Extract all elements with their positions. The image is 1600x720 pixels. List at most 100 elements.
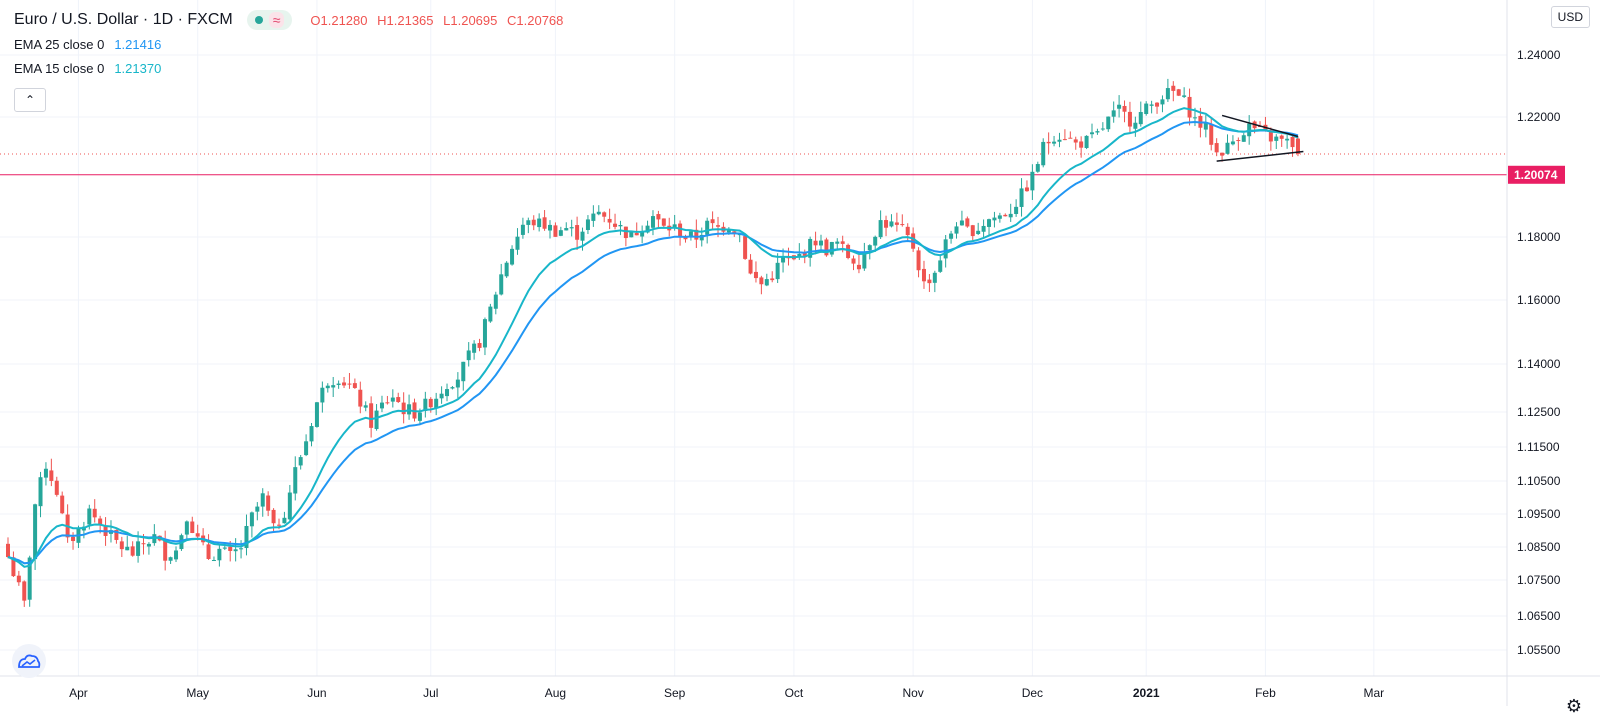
candle bbox=[992, 211, 997, 228]
symbol-row: Euro / U.S. Dollar · 1D · FXCM ≈ O1.2128… bbox=[14, 8, 569, 32]
candle-body bbox=[959, 220, 964, 226]
triangle-pattern[interactable] bbox=[1216, 114, 1304, 162]
market-status-toggle[interactable]: ≈ bbox=[246, 10, 293, 30]
chart-legend: Euro / U.S. Dollar · 1D · FXCM ≈ O1.2128… bbox=[14, 8, 569, 112]
candle-body bbox=[168, 557, 173, 561]
candle bbox=[1073, 136, 1078, 150]
candle-body bbox=[244, 525, 249, 549]
time-tick-label: 2021 bbox=[1133, 686, 1160, 700]
price-axis[interactable]: 1.24000 1.22000 1.18000 1.16000 1.14000 1.125… bbox=[1517, 48, 1561, 657]
candle bbox=[1236, 137, 1241, 151]
candle bbox=[981, 219, 986, 238]
candle bbox=[531, 215, 536, 231]
candle-body bbox=[477, 343, 482, 348]
candle bbox=[363, 401, 368, 412]
candle bbox=[342, 376, 347, 389]
candle-body bbox=[1192, 117, 1197, 119]
candle bbox=[396, 392, 401, 403]
candle-body bbox=[548, 224, 552, 231]
candle bbox=[174, 546, 179, 563]
candle-body bbox=[873, 236, 878, 246]
candle bbox=[542, 210, 547, 231]
candle bbox=[569, 219, 574, 237]
candle-body bbox=[22, 581, 27, 601]
triangle-upper-trendline bbox=[1221, 114, 1299, 138]
candle bbox=[748, 254, 753, 275]
candle-body bbox=[33, 504, 38, 560]
indicator-ema25[interactable]: EMA 25 close 0 1.21416 bbox=[14, 32, 569, 56]
candle-body bbox=[1133, 122, 1138, 129]
collapse-legend-button[interactable]: ⌃ bbox=[14, 88, 46, 112]
candle-body bbox=[493, 294, 498, 309]
candle-body bbox=[423, 398, 428, 411]
candle bbox=[862, 242, 867, 271]
candle bbox=[293, 456, 298, 501]
candle-body bbox=[1138, 112, 1143, 125]
candle bbox=[1014, 199, 1019, 217]
candle-body bbox=[304, 441, 309, 456]
candle bbox=[1203, 114, 1208, 138]
candle-body bbox=[981, 225, 986, 232]
candle-body bbox=[927, 279, 932, 284]
tradingview-logo[interactable] bbox=[12, 644, 46, 678]
candle bbox=[352, 378, 357, 389]
candle bbox=[987, 218, 992, 236]
candle-body bbox=[163, 540, 168, 561]
time-axis[interactable]: Apr May Jun Jul Aug Sep Oct Nov Dec 2021 Feb Mar bbox=[69, 686, 1384, 700]
candle bbox=[16, 570, 21, 586]
symbol-title[interactable]: Euro / U.S. Dollar · 1D · FXCM bbox=[14, 11, 233, 28]
candle-body bbox=[1144, 103, 1149, 115]
time-tick-label: Dec bbox=[1022, 686, 1043, 700]
candle bbox=[1052, 135, 1057, 147]
candle bbox=[1285, 134, 1290, 149]
candle bbox=[184, 520, 189, 540]
candle-body bbox=[87, 508, 92, 525]
candle bbox=[1133, 116, 1138, 137]
candle bbox=[515, 228, 520, 255]
candle bbox=[445, 383, 450, 402]
candle-body bbox=[840, 241, 845, 244]
indicator-ema15[interactable]: EMA 15 close 0 1.21370 bbox=[14, 56, 569, 80]
candle bbox=[520, 217, 525, 239]
candle bbox=[889, 214, 894, 228]
candle-body bbox=[943, 239, 948, 259]
candle-body bbox=[965, 218, 970, 227]
candle bbox=[927, 274, 932, 292]
candle bbox=[949, 230, 954, 244]
candle bbox=[656, 210, 661, 229]
candle-body bbox=[1100, 128, 1105, 130]
candle bbox=[1160, 95, 1165, 113]
candle-body bbox=[558, 230, 563, 236]
candle bbox=[775, 253, 780, 284]
candle-body bbox=[358, 389, 363, 407]
cloud-logo-icon bbox=[18, 654, 41, 668]
time-tick-label: Apr bbox=[69, 686, 88, 700]
candle bbox=[553, 222, 558, 237]
candle bbox=[1171, 81, 1176, 102]
candle bbox=[320, 381, 325, 413]
candle-body bbox=[325, 385, 330, 389]
candle bbox=[564, 222, 569, 231]
candle bbox=[504, 261, 509, 278]
candle-body bbox=[569, 227, 574, 229]
candle-body bbox=[819, 240, 823, 246]
candle-body bbox=[770, 278, 775, 281]
candle-body bbox=[1176, 89, 1181, 96]
candle-body bbox=[222, 547, 227, 549]
candle bbox=[407, 394, 412, 420]
candle bbox=[477, 338, 482, 352]
candle-body bbox=[16, 575, 21, 583]
candle-body bbox=[1241, 135, 1246, 142]
currency-button[interactable]: USD bbox=[1550, 6, 1590, 28]
time-tick-label: May bbox=[186, 686, 209, 700]
candle bbox=[390, 389, 395, 408]
candle-body bbox=[249, 512, 254, 527]
candle bbox=[618, 220, 623, 236]
candle-body bbox=[466, 350, 471, 361]
candle-body bbox=[1111, 110, 1116, 117]
candle-body bbox=[802, 252, 807, 256]
candle bbox=[466, 342, 471, 367]
candle-body bbox=[1073, 139, 1078, 143]
settings-gear-icon[interactable]: ⚙ bbox=[1565, 696, 1582, 716]
